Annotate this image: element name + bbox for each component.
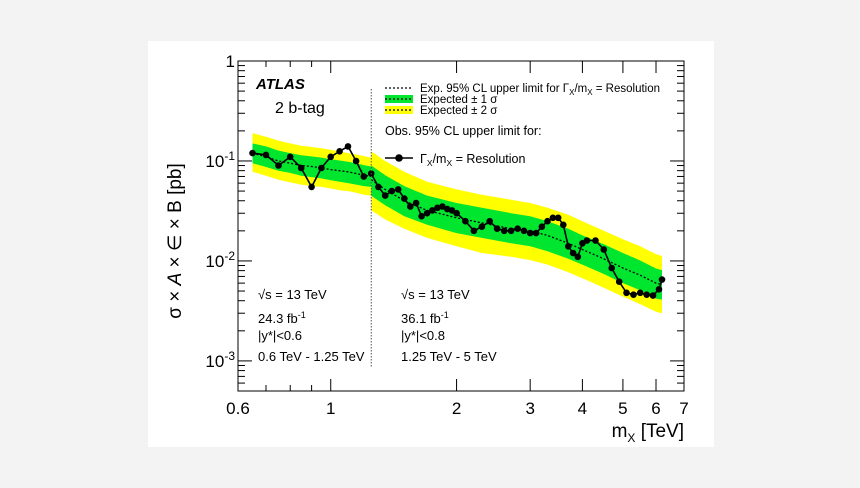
y-tick-label: 10-2 [205,249,235,271]
observed-point [574,253,582,261]
x-tick-label: 7 [679,399,688,418]
legend-observed-header: Obs. 95% CL upper limit for: [385,124,542,138]
region-right-lumi: 36.1 fb-1 [401,310,449,326]
observed-point [507,227,515,235]
observed-point [649,292,657,299]
x-tick-label: 3 [525,399,534,418]
x-tick-label: 1 [326,399,335,418]
observed-point [486,217,494,225]
observed-point [407,203,414,210]
chart-canvas: 0.6 1 2 3 4 5 6 7 1 10-1 10-2 10-3 σ × A × ∈ × B [p… [148,41,714,447]
region-right-mass-range: 1.25 TeV - 5 TeV [401,349,497,364]
category-label: 2 b-tag [275,100,325,117]
band1-high [371,165,662,300]
observed-point [592,237,599,244]
observed-point [600,246,608,253]
observed-point [297,164,305,172]
observed-point [275,162,282,169]
x-tick-label: 6 [651,399,660,418]
y-tick-label: 1 [226,52,235,71]
observed-point [318,164,325,172]
x-axis-title: mX [TeV] [612,421,684,445]
observed-point [520,227,528,235]
observed-point [401,195,408,202]
region-left-mass-range: 0.6 TeV - 1.25 TeV [258,349,365,364]
region-right-annotations: √s = 13 TeV 36.1 fb-1 |y*|<0.8 1.25 TeV … [401,287,497,364]
observed-point [394,186,402,193]
legend-band2-label: Expected ± 2 σ [420,105,497,117]
observed-point [360,173,368,180]
observed-point [286,153,294,161]
observed-point [429,207,436,214]
labels-layer: 0.6 1 2 3 4 5 6 7 1 10-1 10-2 10-3 [205,52,688,418]
x-tick-label: 2 [452,399,461,418]
legend-observed-label: ΓX/mX = Resolution [420,152,525,168]
observed-point [412,199,420,207]
y-axis-title: σ × A × ∈ × B [pb] [165,163,186,319]
x-tick-label: 4 [578,399,587,418]
observed-point [538,223,546,230]
observed-point [262,151,270,159]
observed-point [500,227,508,235]
observed-point [352,157,360,165]
observed-point [636,289,644,297]
legend-band1-label: Expected ± 1 σ [420,94,497,106]
region-left-annotations: √s = 13 TeV 24.3 fb-1 |y*|<0.6 0.6 TeV -… [258,287,365,364]
y-tick-label: 10-1 [205,149,235,171]
observed-point [462,217,469,225]
observed-point [526,229,534,237]
observed-point [249,149,256,157]
observed-point [423,209,431,217]
observed-point [608,264,615,272]
x-tick-label: 0.6 [226,399,250,418]
observed-point [308,183,315,191]
region-left-sqrt-s: √s = 13 TeV [258,287,327,302]
bands-layer [252,133,662,314]
observed-point [434,204,441,212]
observed-point [478,223,486,230]
observed-point [327,153,334,161]
observed-point [615,278,623,285]
observed-point [554,214,562,222]
y-tick-label: 10-3 [205,349,235,371]
observed-point [344,143,352,150]
observed-point [532,229,540,237]
observed-point [544,217,551,225]
observed-point [453,209,460,217]
observed-point [549,214,557,222]
region-right-rapidity: |y*|<0.8 [401,328,445,343]
limit-plot: 0.6 1 2 3 4 5 6 7 1 10-1 10-2 10-3 σ × A × ∈ × B [p… [165,52,689,445]
observed-point [470,227,478,235]
legend: Exp. 95% CL upper limit for ΓX/mX = Reso… [385,83,660,168]
observed-point [388,187,396,195]
plot-frame [237,60,685,392]
observed-point [569,249,577,257]
observed-point [565,243,572,250]
observed-point [623,289,630,297]
observed-point [560,221,567,229]
experiment-label: ATLAS [255,76,305,93]
legend-observed-marker [395,154,403,162]
expected-line-low [252,152,372,178]
observed-point [658,276,666,283]
observed-point [493,225,501,232]
legend-expected-label: Exp. 95% CL upper limit for ΓX/mX = Reso… [420,83,660,97]
lines-layer [249,143,666,299]
region-right-sqrt-s: √s = 13 TeV [401,287,470,302]
region-left-lumi: 24.3 fb-1 [258,310,306,326]
observed-point [655,286,663,293]
observed-point [381,192,389,199]
observed-point [418,212,425,220]
region-left-rapidity: |y*|<0.6 [258,328,302,343]
observed-point [439,203,446,210]
observed-point [375,183,382,191]
observed-point [336,148,343,155]
band1-low [252,143,372,187]
frame-layer [237,60,685,392]
x-tick-label: 5 [618,399,627,418]
observed-point [514,225,521,232]
observed-point [630,291,637,298]
observed-point [583,237,591,244]
observed-point [643,291,650,298]
